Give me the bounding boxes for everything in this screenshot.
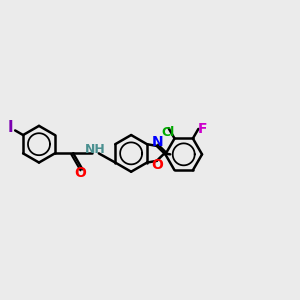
Text: F: F [197, 122, 207, 136]
Text: O: O [151, 158, 163, 172]
Text: Cl: Cl [161, 127, 174, 140]
Text: NH: NH [85, 143, 106, 156]
Text: O: O [74, 166, 86, 180]
Text: I: I [7, 120, 13, 135]
Text: N: N [152, 135, 163, 148]
